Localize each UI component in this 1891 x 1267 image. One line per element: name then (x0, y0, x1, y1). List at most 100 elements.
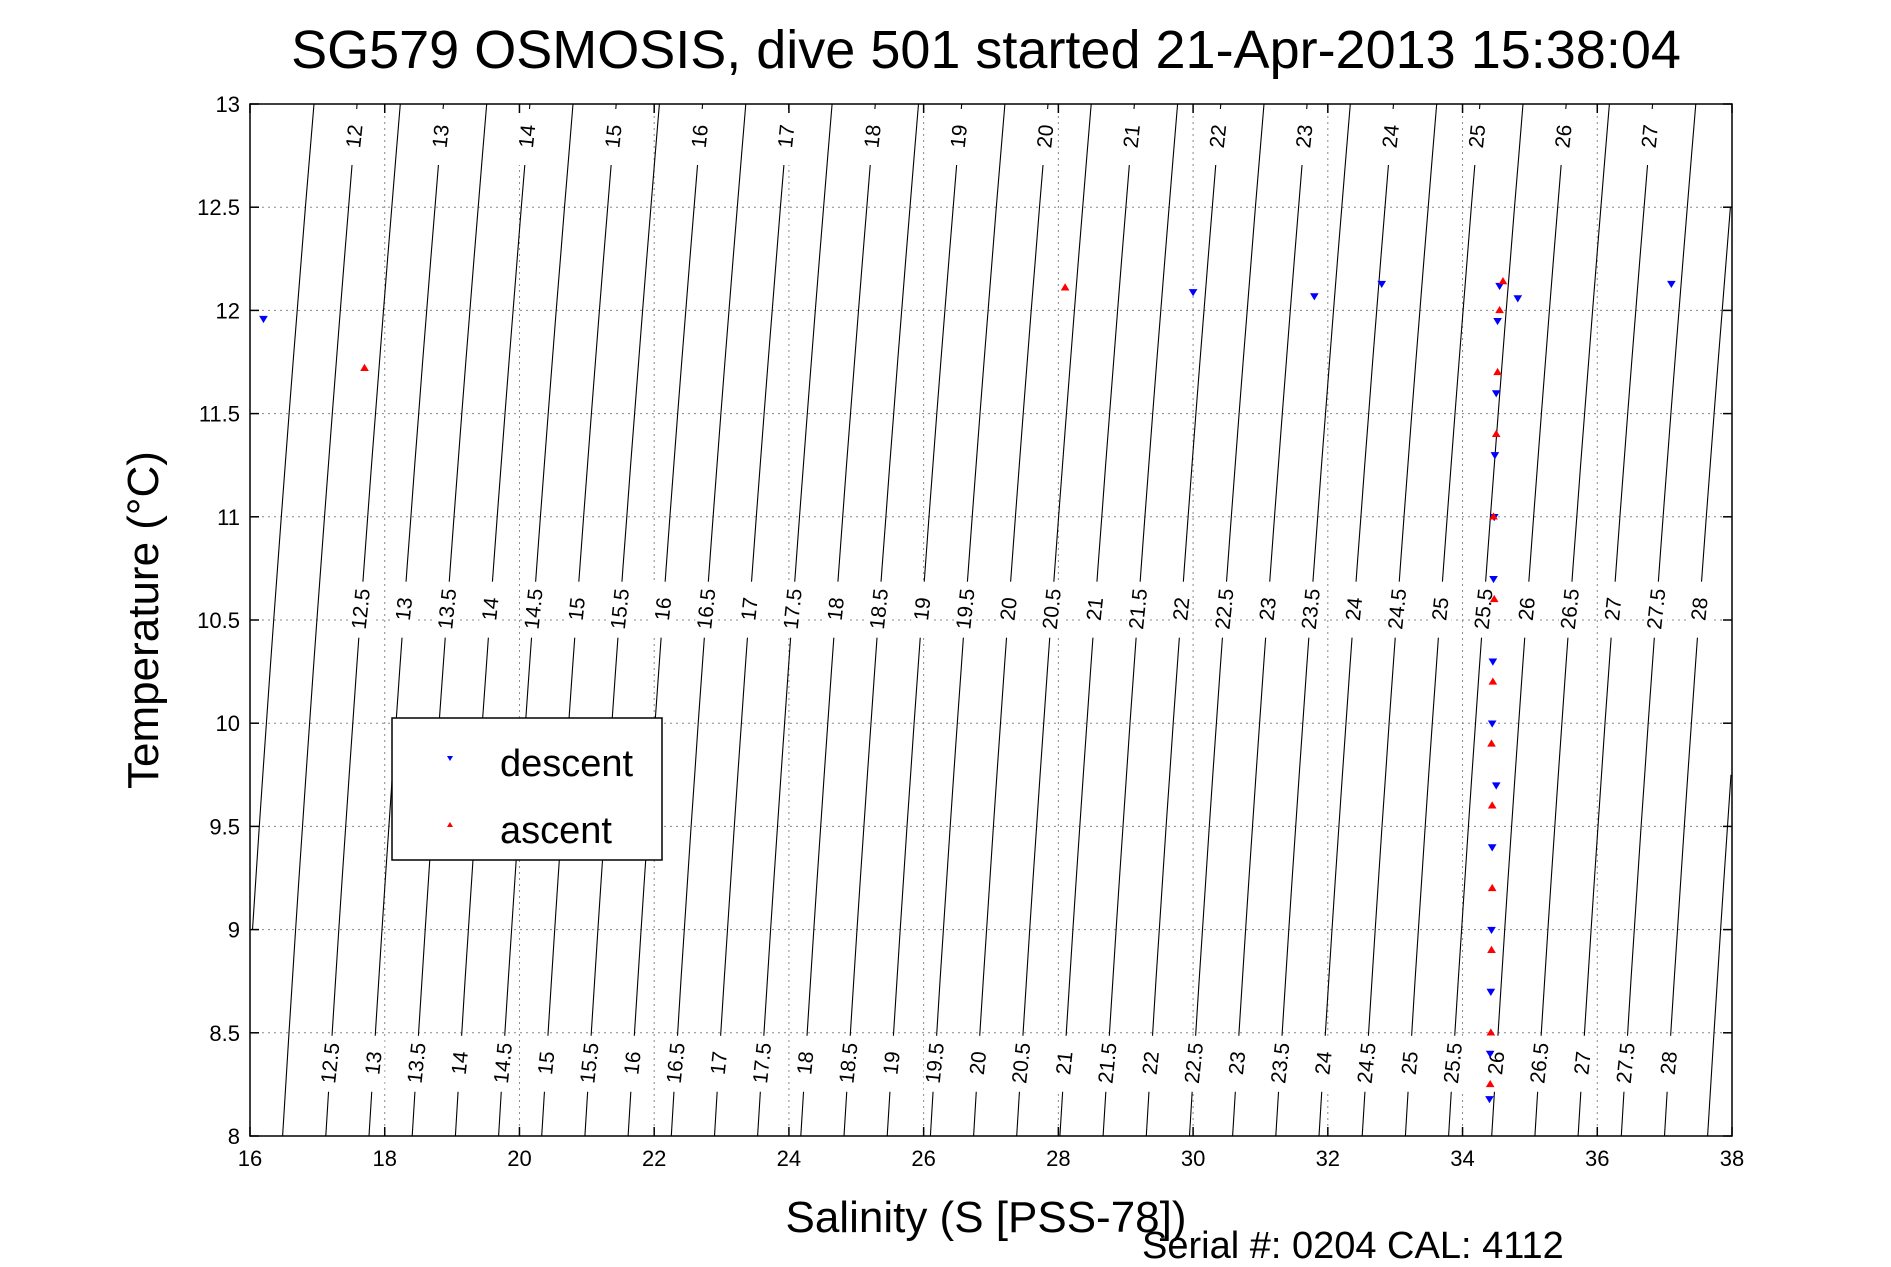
serial-cal-footer: Serial #: 0204 CAL: 4112 (1142, 1225, 1564, 1262)
contour-label-bg (1429, 581, 1452, 638)
contour-label-bg (362, 1035, 385, 1092)
contour-label: 16.5 (693, 587, 720, 630)
x-tick-label: 20 (507, 1146, 531, 1171)
descent-point (1491, 782, 1501, 790)
contour-label: 19 (879, 1050, 904, 1076)
contour-label: 27 (1601, 596, 1626, 622)
ascent-point (1489, 512, 1498, 520)
contour-label: 22 (1139, 1050, 1164, 1076)
contour-label-bg (1485, 1035, 1508, 1092)
contour-label: 12 (342, 124, 367, 150)
contour-label-bg (1034, 109, 1057, 166)
contour-label-bg (664, 1035, 687, 1092)
contour-label: 23 (1292, 124, 1317, 150)
contour-label-bg (695, 581, 718, 638)
contour-label: 23 (1256, 596, 1281, 622)
contour-label-bg (751, 1035, 774, 1092)
contour-label: 23 (1225, 1050, 1250, 1076)
contour-label-bg (1614, 1035, 1637, 1092)
contour-label-bg (1293, 109, 1316, 166)
contour-label-bg (621, 1035, 644, 1092)
contour-label: 21 (1120, 124, 1145, 150)
contour-label: 25 (1428, 596, 1453, 622)
contour-label: 17.5 (749, 1042, 776, 1085)
contour-label: 22.5 (1211, 587, 1238, 630)
ascent-point (1060, 283, 1070, 291)
y-tick-label: 10 (216, 711, 240, 736)
contour-label: 16.5 (663, 1042, 690, 1085)
descent-point (1487, 926, 1496, 935)
contour-label: 21.5 (1094, 1042, 1121, 1085)
contour-label-bg (1688, 581, 1711, 638)
contour-label: 28 (1657, 1050, 1682, 1076)
contour-label-bg (966, 1035, 989, 1092)
contour-label: 27 (1570, 1050, 1595, 1076)
contour-label: 24.5 (1384, 587, 1411, 630)
contour-label-bg (1182, 1035, 1205, 1092)
contour-label-bg (1010, 1035, 1033, 1092)
contour-label: 14 (478, 596, 503, 622)
contour-label: 21 (1083, 596, 1108, 622)
descent-point (1491, 390, 1501, 398)
contour-label: 13.5 (404, 1042, 431, 1085)
contour-label-bg (1127, 581, 1150, 638)
contour-label-bg (429, 109, 452, 166)
contour-label-bg (738, 581, 761, 638)
contour-label: 17 (774, 124, 799, 150)
contour-label-bg (707, 1035, 730, 1092)
contour-label: 13.5 (434, 587, 461, 630)
contour-label: 23.5 (1267, 1042, 1294, 1085)
contour-label-bg (1312, 1035, 1335, 1092)
contour-label: 25 (1398, 1050, 1423, 1076)
contour-label: 12.5 (317, 1042, 344, 1085)
contour-label: 13 (392, 596, 417, 622)
contour-label-bg (688, 109, 711, 166)
contour-label: 14 (515, 123, 540, 149)
contour-label-bg (1207, 109, 1230, 166)
y-tick-label: 11.5 (199, 402, 240, 427)
descent-point (1485, 1096, 1494, 1104)
contour-label-bg (349, 581, 372, 638)
contour-label: 27.5 (1643, 587, 1670, 630)
contour-label-bg (652, 581, 675, 638)
contour-label-bg (405, 1035, 428, 1092)
ascent-point (1488, 677, 1498, 685)
y-tick-label: 9 (228, 918, 240, 943)
x-tick-label: 32 (1316, 1146, 1340, 1171)
contour-label-bg (1571, 1035, 1594, 1092)
contour-label: 18 (860, 124, 885, 150)
contour-label: 25 (1465, 124, 1490, 150)
contour-label-bg (516, 109, 539, 166)
x-tick-label: 18 (372, 1146, 396, 1171)
contour-label: 20 (1033, 124, 1058, 150)
contour-label-bg (923, 1035, 946, 1092)
contour-label: 17 (707, 1050, 732, 1076)
contour-label-bg (1040, 581, 1063, 638)
contour-label-bg (824, 581, 847, 638)
contour-label: 13 (361, 1050, 386, 1076)
contour-label-bg (1558, 581, 1581, 638)
y-tick-label: 9.5 (209, 814, 240, 839)
descent-point (1493, 317, 1502, 326)
descent-point (1377, 280, 1387, 289)
density-contour-line (282, 103, 358, 1137)
x-tick-label: 28 (1046, 1146, 1070, 1171)
descent-point (1513, 295, 1523, 303)
contour-label: 27 (1638, 124, 1663, 150)
contour-label-bg (775, 109, 798, 166)
contour-label-bg (393, 581, 416, 638)
contour-label-bg (794, 1035, 817, 1092)
descent-point (1487, 844, 1497, 852)
contour-label-bg (1256, 581, 1279, 638)
descent-point (1310, 293, 1319, 301)
x-tick-label: 38 (1720, 1146, 1744, 1171)
contour-label-bg (1083, 581, 1106, 638)
contour-label: 19 (910, 596, 935, 622)
density-contour-line (251, 103, 315, 930)
contour-label-bg (1552, 109, 1575, 166)
contour-label: 20 (966, 1050, 991, 1076)
descent-point (1486, 988, 1496, 996)
contour-label-bg (436, 581, 459, 638)
descent-point (259, 315, 268, 324)
